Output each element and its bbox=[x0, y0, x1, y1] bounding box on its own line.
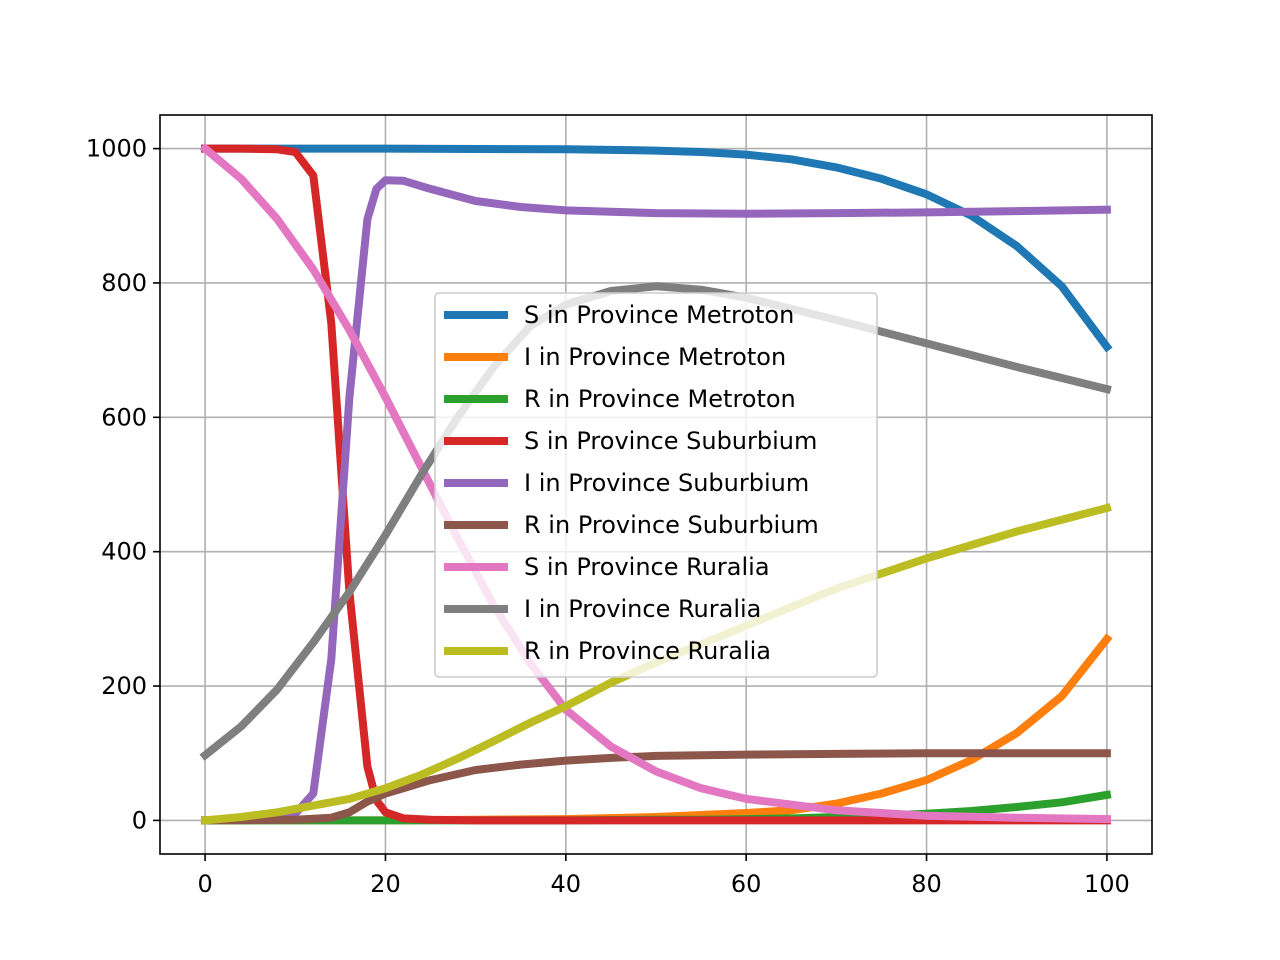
y-tick-label: 600 bbox=[101, 403, 147, 431]
y-tick-label: 800 bbox=[101, 269, 147, 297]
legend-label: I in Province Ruralia bbox=[524, 595, 761, 623]
legend-label: R in Province Suburbium bbox=[524, 511, 819, 539]
legend-label: I in Province Suburbium bbox=[524, 469, 809, 497]
x-tick-label: 80 bbox=[911, 870, 942, 898]
x-tick-label: 40 bbox=[551, 870, 582, 898]
x-tick-label: 100 bbox=[1084, 870, 1130, 898]
x-tick-label: 0 bbox=[197, 870, 212, 898]
y-tick-label: 0 bbox=[132, 806, 147, 834]
series-line-6 bbox=[201, 749, 1111, 825]
legend-label: S in Province Ruralia bbox=[524, 553, 770, 581]
legend-label: R in Province Metroton bbox=[524, 385, 796, 413]
legend: S in Province Metroton I in Province Metr… bbox=[434, 292, 878, 678]
series-line-4 bbox=[201, 144, 1111, 825]
legend-label: I in Province Metroton bbox=[524, 343, 786, 371]
x-tick-label: 60 bbox=[731, 870, 762, 898]
legend-label: S in Province Suburbium bbox=[524, 427, 817, 455]
x-tick-label: 20 bbox=[370, 870, 401, 898]
legend-label: R in Province Ruralia bbox=[524, 637, 771, 665]
series-line-1 bbox=[201, 144, 1113, 353]
legend-label: S in Province Metroton bbox=[524, 301, 794, 329]
legend-box bbox=[434, 292, 878, 678]
y-tick-label: 400 bbox=[101, 538, 147, 566]
y-tick-label: 200 bbox=[101, 672, 147, 700]
series-line-5 bbox=[201, 176, 1111, 825]
axes-frame bbox=[159, 114, 1153, 855]
y-tick-label: 1000 bbox=[86, 135, 147, 163]
